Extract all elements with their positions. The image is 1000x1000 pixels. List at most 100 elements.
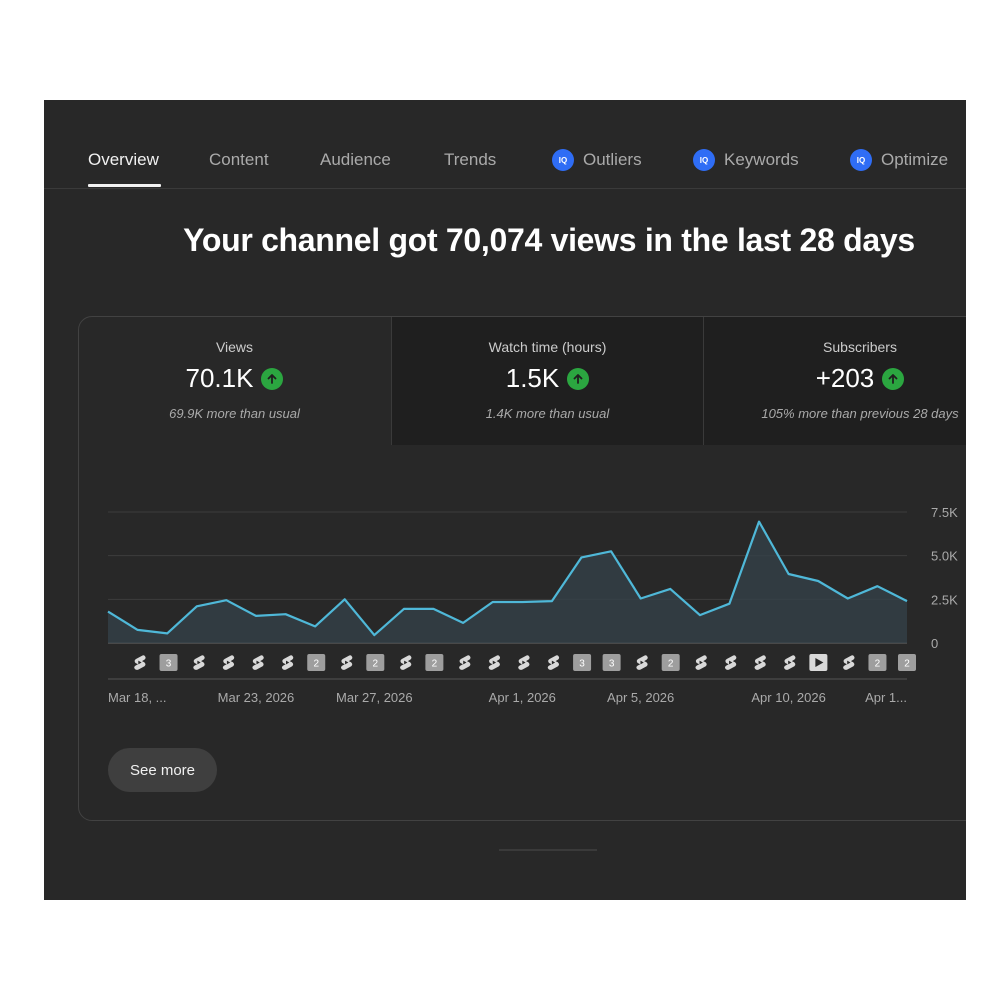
tab-optimize[interactable]: IQ Optimize xyxy=(850,148,948,172)
x-tick-label: Apr 1... xyxy=(865,690,907,705)
metric-tab-subscribers[interactable]: Subscribers +203 105% more than previous… xyxy=(703,317,966,445)
shorts-icon-play xyxy=(404,660,408,665)
metric-value-row: +203 xyxy=(704,363,966,394)
shorts-icon xyxy=(547,655,560,670)
arrow-up-icon xyxy=(567,367,590,390)
shorts-icon xyxy=(134,655,146,670)
tab-label: Content xyxy=(209,150,269,169)
metric-tab-views[interactable]: Views 70.1K 69.9K more than usual xyxy=(79,317,390,445)
iq-extension-icon: IQ xyxy=(552,149,574,171)
metric-note: 1.4K more than usual xyxy=(485,406,610,421)
active-tab-indicator xyxy=(88,184,161,187)
x-tick-label: Apr 10, 2026 xyxy=(751,690,825,705)
scroll-indicator xyxy=(499,849,597,851)
shorts-icon-play xyxy=(640,660,644,665)
upload-count-badge xyxy=(898,654,916,671)
page-headline: Your channel got 70,074 views in the las… xyxy=(183,222,915,258)
shorts-icon xyxy=(784,655,796,670)
tab-outliers[interactable]: IQ Outliers xyxy=(552,148,642,172)
arrow-up-icon xyxy=(882,367,905,390)
shorts-icon xyxy=(459,655,471,670)
x-tick-label: Mar 27, 2026 xyxy=(336,690,413,705)
shorts-icon xyxy=(193,655,205,670)
upload-count: 2 xyxy=(668,659,674,670)
metric-label: Watch time (hours) xyxy=(488,339,607,355)
views-line xyxy=(107,520,908,637)
metric-value-row: 1.5K xyxy=(392,363,703,394)
upload-count-badge xyxy=(868,654,887,671)
tab-label: Keywords xyxy=(724,150,799,169)
upload-count-badge xyxy=(159,654,178,671)
x-tick-label: Mar 18, ... xyxy=(108,690,167,705)
shorts-icon-play xyxy=(463,660,467,665)
analytics-panel: Overview Content Audience Trends IQ Outl… xyxy=(44,100,966,900)
y-tick-label: 7.5K xyxy=(931,505,958,520)
upload-count: 2 xyxy=(875,659,881,670)
tab-label: Audience xyxy=(320,150,391,169)
upload-count-badge xyxy=(573,654,592,671)
shorts-icon xyxy=(843,655,855,670)
upload-count: 3 xyxy=(166,659,172,670)
iq-extension-icon: IQ xyxy=(693,149,715,171)
metric-value: 1.5K xyxy=(505,363,560,393)
shorts-icon-play xyxy=(345,660,349,665)
tab-content[interactable]: Content xyxy=(209,148,269,172)
x-tick-label: Apr 5, 2026 xyxy=(607,690,674,705)
metric-value-row: 70.1K xyxy=(79,363,390,394)
shorts-icon-play xyxy=(551,660,556,665)
upload-count: 2 xyxy=(313,659,319,670)
shorts-icon xyxy=(636,655,648,670)
metric-value: +203 xyxy=(815,363,875,393)
metric-label: Views xyxy=(215,339,254,355)
shorts-icon-play xyxy=(226,660,231,665)
tab-keywords[interactable]: IQ Keywords xyxy=(693,148,799,172)
see-more-button[interactable]: See more xyxy=(108,748,217,792)
video-play-icon xyxy=(815,658,824,667)
shorts-icon xyxy=(488,655,501,670)
y-tick-label: 0 xyxy=(931,636,938,651)
tab-trends[interactable]: Trends xyxy=(444,148,496,172)
tab-label: Overview xyxy=(88,150,159,169)
shorts-icon xyxy=(754,655,766,670)
y-tick-label: 2.5K xyxy=(931,592,958,607)
shorts-icon-play xyxy=(492,660,497,665)
views-area xyxy=(108,521,907,643)
tab-label: Outliers xyxy=(583,150,642,169)
metric-tab-watch-time[interactable]: Watch time (hours) 1.5K 1.4K more than u… xyxy=(391,317,703,445)
upload-count: 3 xyxy=(609,659,615,670)
upload-count: 3 xyxy=(579,659,585,670)
upload-count-badge xyxy=(307,654,326,671)
shorts-icon xyxy=(400,655,412,670)
upload-count-badge xyxy=(425,654,444,671)
upload-count-badge xyxy=(366,654,385,671)
shorts-icon-play xyxy=(729,660,733,665)
upload-count-badge xyxy=(602,654,621,671)
metric-value: 70.1K xyxy=(185,363,254,393)
shorts-icon-play xyxy=(758,660,762,665)
shorts-icon-play xyxy=(788,660,792,665)
tab-overview[interactable]: Overview xyxy=(88,148,159,172)
tab-label: Optimize xyxy=(881,150,949,169)
shorts-icon xyxy=(281,655,294,670)
shorts-icon-play xyxy=(847,660,851,665)
tab-audience[interactable]: Audience xyxy=(320,148,391,172)
x-tick-label: Mar 23, 2026 xyxy=(218,690,295,705)
views-chart[interactable]: 7.5K 5.0K 2.5K 0 3 2 2 2 3 3 2 2 2 Mar 18, ... Mar 23,… xyxy=(79,317,966,737)
metric-note: 69.9K more than usual xyxy=(169,406,300,421)
shorts-icon-play xyxy=(256,660,260,665)
overview-card: Views 70.1K 69.9K more than usual Watch … xyxy=(78,316,966,821)
shorts-icon-play xyxy=(285,660,290,665)
metric-note: 105% more than previous 28 days xyxy=(761,406,959,421)
shorts-icon-play xyxy=(699,660,703,665)
iq-extension-icon: IQ xyxy=(850,149,872,171)
upload-count: 2 xyxy=(373,659,379,670)
arrow-up-icon xyxy=(261,367,284,390)
y-tick-label: 5.0K xyxy=(931,549,958,564)
tab-bar: Overview Content Audience Trends IQ Outl… xyxy=(44,100,966,189)
upload-count: 2 xyxy=(432,659,438,670)
upload-count-badge xyxy=(661,654,680,671)
tab-label: Trends xyxy=(444,150,497,169)
metric-label: Subscribers xyxy=(823,339,897,355)
upload-count: 2 xyxy=(904,659,910,670)
shorts-icon-play xyxy=(522,660,526,665)
